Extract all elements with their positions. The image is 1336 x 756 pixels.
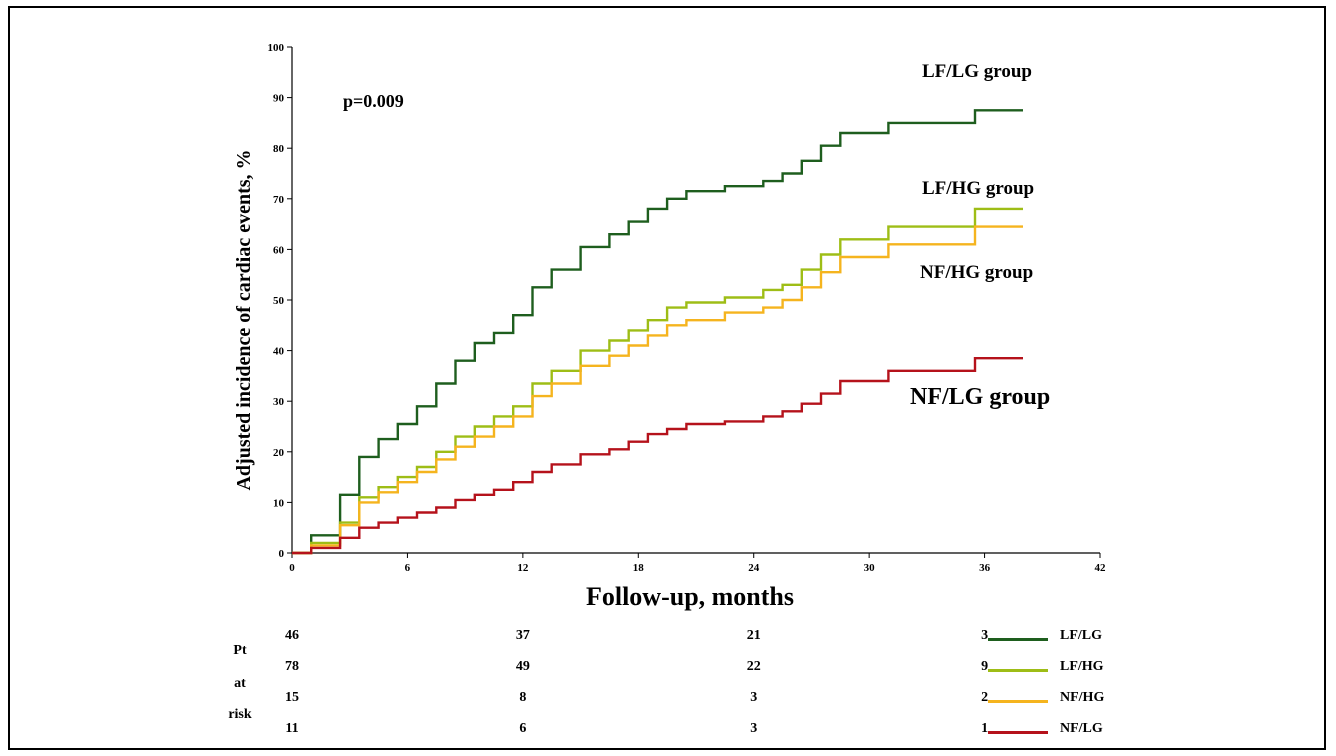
y-axis-title: Adjusted incidence of cardiac events, % <box>233 149 255 490</box>
y-tick-label: 50 <box>273 295 285 307</box>
risk-cell: 8 <box>519 690 527 705</box>
legend-swatch <box>988 669 1048 672</box>
x-tick-label: 18 <box>633 562 645 574</box>
x-tick-label: 6 <box>405 562 411 574</box>
y-tick-label: 20 <box>273 447 285 459</box>
axes: 0 10 20 30 40 50 60 70 80 90 100 0 6 12 18 24 30 36 42 Foll… <box>233 42 1106 611</box>
figure-frame <box>8 6 1326 750</box>
risk-cell: 9 <box>981 659 989 674</box>
series-line-lf-hg <box>292 207 1023 555</box>
risk-cell: 2 <box>981 690 989 705</box>
x-axis-title: Follow-up, months <box>586 582 794 611</box>
risk-cell: 11 <box>285 721 299 736</box>
y-tick-label: 10 <box>273 497 285 509</box>
risk-cell: 1 <box>981 721 989 736</box>
series-label-lf-lg: LF/LG group <box>922 61 1032 82</box>
risk-cell: 3 <box>750 690 758 705</box>
risk-cell: 49 <box>515 659 530 674</box>
y-tick-label: 90 <box>273 93 285 105</box>
x-tick-label: 24 <box>748 562 760 574</box>
risk-cell: 6 <box>519 721 527 736</box>
risk-cell: 46 <box>285 628 299 643</box>
risk-cell: 3 <box>981 628 989 643</box>
risk-cell: 21 <box>746 628 761 643</box>
y-tick-label: 100 <box>268 42 285 54</box>
risk-cell: 3 <box>750 721 758 736</box>
risk-cell: 22 <box>746 659 761 674</box>
risk-cell: 78 <box>285 659 299 674</box>
series-layer <box>292 109 1023 555</box>
x-tick-label: 0 <box>289 562 295 574</box>
legend-label: NF/HG <box>1060 690 1105 705</box>
x-tick-label: 12 <box>517 562 529 574</box>
labels-layer: LF/LG group LF/HG group NF/HG group NF/LG g… <box>910 61 1050 410</box>
series-label-nf-hg: NF/HG group <box>920 262 1033 283</box>
series-label-nf-lg: NF/LG group <box>910 384 1050 410</box>
legend-swatch <box>988 700 1048 703</box>
risk-label-line: Pt <box>233 643 247 658</box>
series-label-lf-hg: LF/HG group <box>922 178 1034 199</box>
series-line-nf-hg <box>292 225 1023 555</box>
series-line-nf-lg <box>292 357 1023 555</box>
legend-swatch <box>988 638 1048 641</box>
risk-cell: 15 <box>285 690 299 705</box>
y-tick-label: 80 <box>273 143 285 155</box>
y-tick-label: 30 <box>273 396 285 408</box>
series-line-lf-lg <box>292 109 1023 555</box>
legend-label: LF/LG <box>1060 628 1103 643</box>
y-tick-label: 70 <box>273 194 285 206</box>
x-tick-label: 42 <box>1095 562 1107 574</box>
y-tick-label: 40 <box>273 346 285 358</box>
legend-label: LF/HG <box>1060 659 1104 674</box>
risk-cell: 37 <box>515 628 530 643</box>
y-tick-label: 60 <box>273 244 285 256</box>
risk-label-line: risk <box>228 707 252 722</box>
risk-label-line: at <box>234 676 246 691</box>
legend-label: NF/LG <box>1060 721 1103 736</box>
x-tick-label: 30 <box>864 562 876 574</box>
y-tick-label: 0 <box>279 548 285 560</box>
legend-swatch <box>988 731 1048 734</box>
p-value-annotation: p=0.009 <box>343 91 404 111</box>
x-tick-label: 36 <box>979 562 991 574</box>
